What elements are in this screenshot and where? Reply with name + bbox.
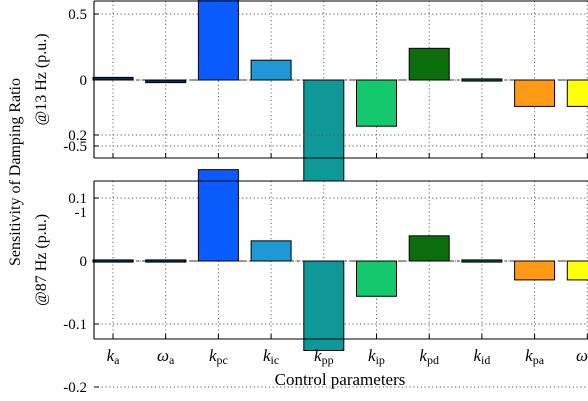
y-tick-label: -0.1	[63, 317, 87, 333]
x-tick-label: kic	[263, 346, 279, 367]
x-tick-label-sub: pa	[533, 353, 545, 367]
bar-6	[357, 80, 397, 126]
x-tick-label: ωa	[157, 346, 175, 367]
x-tick-label: ka	[107, 346, 121, 367]
panel-label: @13 Hz (p.u.)	[33, 33, 50, 125]
bar-2	[146, 260, 186, 262]
x-tick-label-sub: ic	[271, 353, 280, 367]
y-tick-label: 0	[80, 73, 88, 89]
x-tick-label: kid	[473, 346, 490, 367]
bar-9	[515, 261, 555, 280]
bar-9	[515, 80, 555, 106]
y-tick-label: 0	[80, 254, 88, 270]
x-tick-label-base: ω	[576, 346, 588, 365]
panel-label: @87 Hz (p.u.)	[33, 214, 50, 306]
y-tick-label: 0.2	[68, 128, 87, 144]
bar-3	[198, 0, 238, 80]
y-tick-label: 0.5	[68, 7, 87, 23]
bar-10	[567, 80, 588, 106]
bar-1	[93, 260, 133, 262]
x-axis-label: Control parameters	[275, 370, 406, 389]
x-tick-label: ωac	[576, 346, 588, 367]
x-tick-label: kpa	[525, 346, 545, 367]
bar-7	[409, 48, 449, 80]
x-tick-label-sub: a	[169, 353, 175, 367]
x-tick-label-sub: pp	[322, 353, 334, 367]
bar-3	[198, 170, 238, 261]
bar-10	[567, 261, 588, 280]
y-tick-label: -1	[75, 205, 88, 221]
bar-1	[93, 77, 133, 80]
bar-5	[304, 261, 344, 350]
x-tick-label: kpd	[419, 346, 439, 367]
y-tick-label: 0.1	[68, 191, 87, 207]
bar-7	[409, 236, 449, 261]
x-tick-label-sub: id	[481, 353, 490, 367]
bar-4	[251, 60, 291, 80]
y-axis-label: Sensitivity of Damping Ratio	[7, 78, 24, 266]
x-tick-label-sub: a	[114, 353, 120, 367]
bar-6	[357, 261, 397, 296]
x-tick-label-sub: pc	[217, 353, 228, 367]
bar-8	[462, 260, 502, 262]
x-tick-label: kip	[368, 346, 385, 367]
x-tick-label-sub: ip	[376, 353, 385, 367]
bar-4	[251, 241, 291, 261]
x-tick-label: kpc	[209, 346, 228, 367]
bar-8	[462, 79, 502, 81]
bar-2	[146, 80, 186, 83]
y-tick-label: -0.2	[63, 380, 87, 396]
x-tick-label-sub: pd	[427, 353, 439, 367]
x-tick-label-base: ω	[157, 346, 169, 365]
